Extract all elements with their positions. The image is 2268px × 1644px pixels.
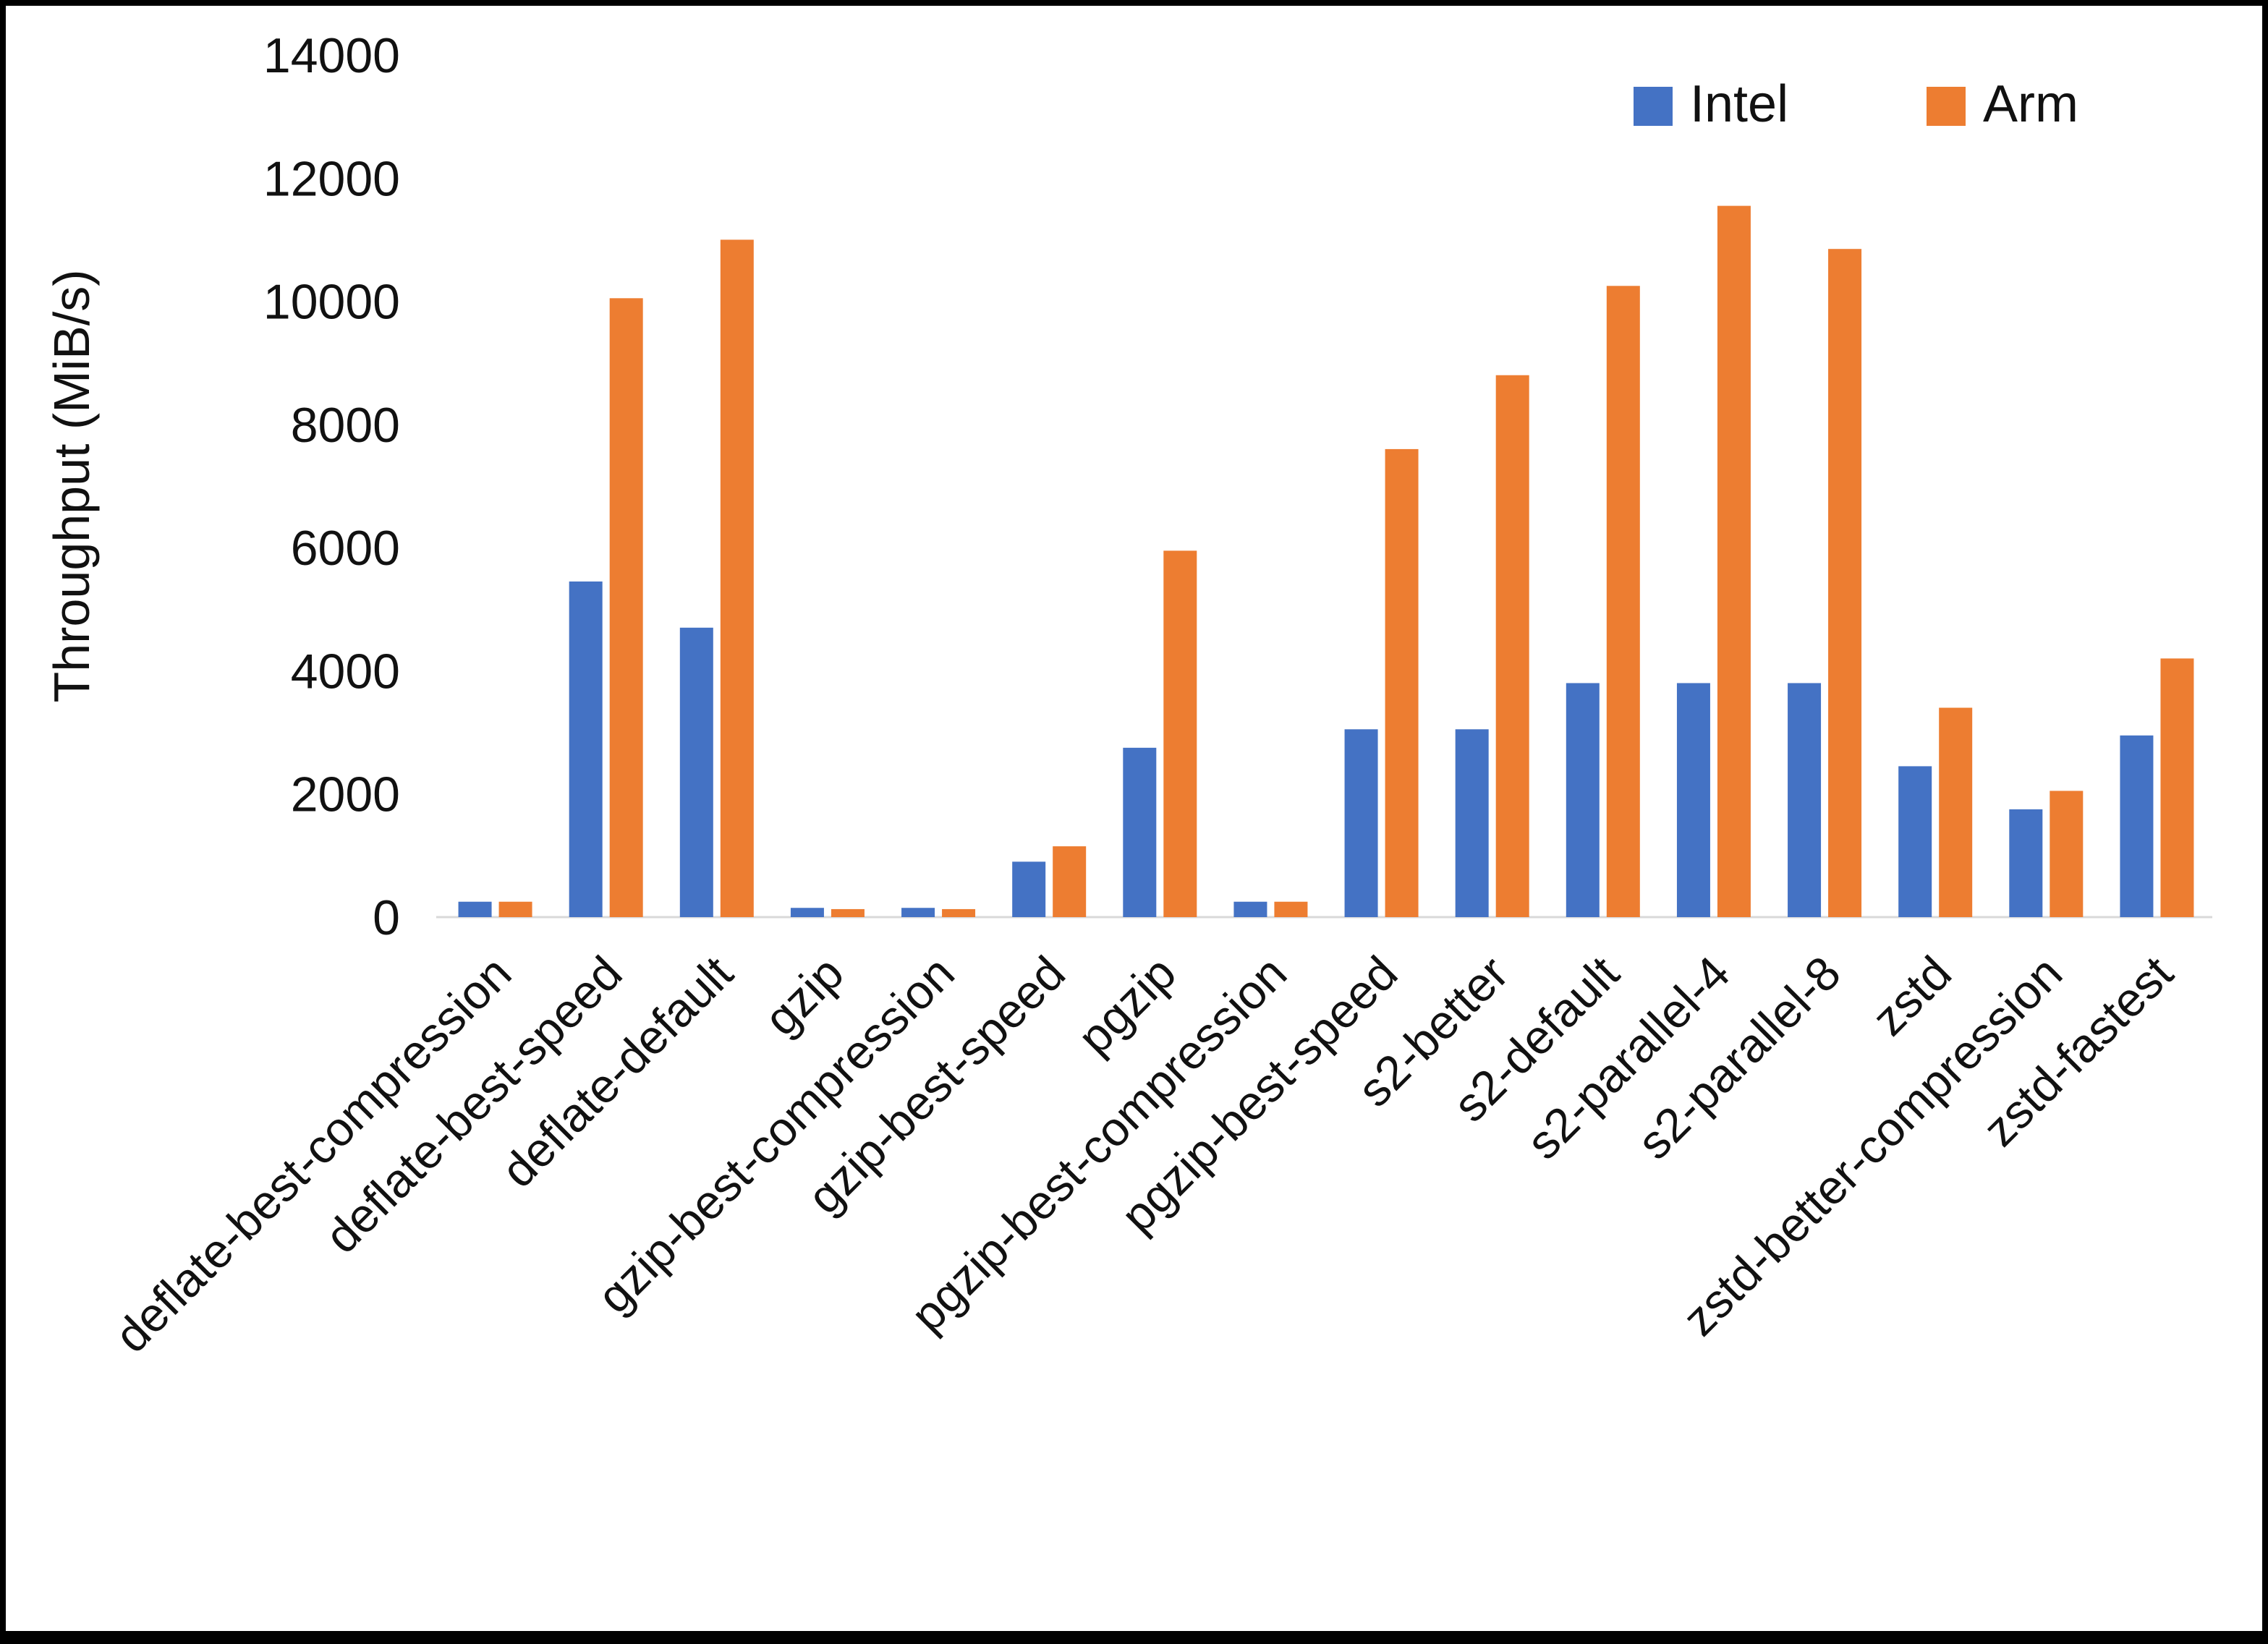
bar-intel-zstd [1898, 766, 1932, 917]
y-tick-label: 4000 [291, 644, 400, 699]
bar-intel-zstd-fastest [2120, 735, 2154, 917]
bar-intel-deflate-best-compression [458, 901, 492, 917]
x-category-label: gzip [754, 946, 854, 1046]
bar-intel-s2-better [1455, 729, 1489, 917]
bar-intel-zstd-better-compression [2009, 809, 2043, 917]
bar-arm-pgzip [1163, 550, 1197, 917]
bar-intel-pgzip-best-speed [1344, 729, 1378, 917]
y-tick-label: 0 [373, 890, 400, 945]
bar-arm-s2-parallel-8 [1828, 249, 1862, 917]
y-tick-label: 12000 [263, 151, 400, 206]
legend-swatch-intel [1634, 87, 1673, 126]
bar-intel-s2-parallel-4 [1676, 683, 1710, 917]
bar-arm-zstd [1939, 707, 1973, 917]
bar-intel-gzip [790, 908, 824, 917]
bar-arm-gzip-best-compression [942, 908, 976, 917]
bar-arm-pgzip-best-compression [1274, 901, 1308, 917]
y-tick-label: 6000 [291, 521, 400, 576]
bar-intel-s2-default [1566, 683, 1600, 917]
y-tick-label: 10000 [263, 275, 400, 330]
bar-arm-s2-parallel-4 [1717, 205, 1751, 918]
bar-intel-gzip-best-speed [1012, 861, 1046, 917]
bar-arm-s2-default [1606, 286, 1640, 917]
bar-arm-s2-better [1495, 375, 1529, 917]
y-tick-label: 8000 [291, 398, 400, 453]
bar-intel-pgzip [1123, 747, 1157, 917]
bar-arm-zstd-fastest [2160, 658, 2194, 917]
bar-arm-deflate-best-speed [609, 298, 643, 917]
bar-chart: 0 2000 4000 6000 8000 10000 12000 14000 Throughp… [43, 28, 2212, 1363]
bar-intel-s2-parallel-8 [1788, 683, 1822, 917]
bar-arm-gzip-best-speed [1053, 846, 1087, 917]
y-axis-title: Throughput (MiB/s) [43, 269, 100, 702]
bar-intel-pgzip-best-compression [1233, 901, 1267, 917]
bar-intel-deflate-default [679, 627, 713, 917]
bar-intel-gzip-best-compression [901, 908, 935, 917]
legend-label-arm: Arm [1983, 75, 2078, 133]
bar-arm-gzip [831, 908, 865, 917]
legend-swatch-arm [1927, 87, 1966, 126]
y-tick-label: 2000 [291, 767, 400, 822]
x-category-label: zstd [1861, 946, 1961, 1046]
bar-arm-pgzip-best-speed [1385, 448, 1419, 917]
bar-arm-deflate-best-compression [498, 901, 532, 917]
bar-intel-deflate-best-speed [569, 581, 603, 917]
bar-arm-deflate-default [720, 239, 754, 917]
legend-label-intel: Intel [1690, 75, 1788, 133]
y-tick-label: 14000 [263, 28, 400, 83]
bar-arm-zstd-better-compression [2050, 791, 2084, 917]
